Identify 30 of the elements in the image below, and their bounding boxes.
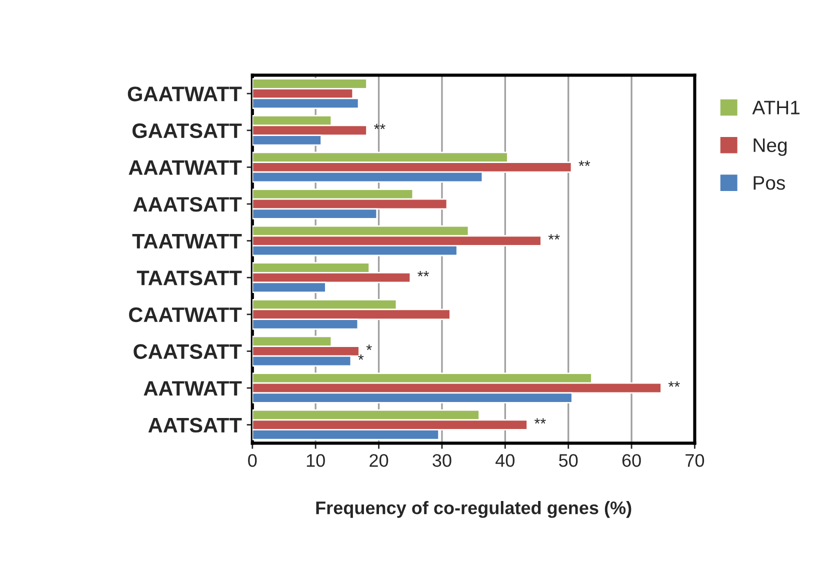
y-tick-label: GAATSATT [132, 123, 242, 138]
annotation: * [358, 354, 364, 360]
y-tick-label: AATSATT [148, 418, 242, 433]
y-tick-label: TAATWATT [132, 234, 242, 248]
y-tick-label: TAATSATT [136, 270, 242, 286]
x-tick-label: 50 [559, 454, 578, 467]
annotation: ** [668, 381, 680, 387]
annotation: ** [418, 271, 429, 276]
x-tick-label: 30 [432, 454, 452, 467]
annotation: ** [578, 160, 590, 166]
annotation: ** [374, 124, 386, 130]
x-tick-label: 60 [622, 454, 641, 467]
y-tick-label: AAATSATT [133, 196, 242, 212]
legend-label: Neg [754, 138, 787, 156]
annotation: ** [548, 234, 560, 240]
y-tick-label: AATWATT [144, 381, 242, 396]
y-tick-label: CAATSATT [134, 344, 242, 359]
legend-label: ATH1 [752, 100, 800, 114]
legend-label: Pos [754, 176, 785, 190]
x-tick-label: 10 [306, 454, 325, 467]
x-tick-label: 40 [496, 454, 514, 467]
y-tick-label: AAATWATT [128, 160, 242, 175]
annotation: ** [534, 418, 546, 424]
x-tick-label: 20 [370, 454, 388, 467]
annotation: * [366, 344, 372, 350]
x-axis-title: Frequency of co-regulated genes (%) [316, 500, 632, 518]
x-tick-label: 0 [248, 454, 257, 467]
y-tick-label: CAATWATT [129, 307, 242, 322]
x-tick-label: 70 [686, 454, 704, 467]
y-tick-label: GAATWATT [128, 86, 242, 102]
